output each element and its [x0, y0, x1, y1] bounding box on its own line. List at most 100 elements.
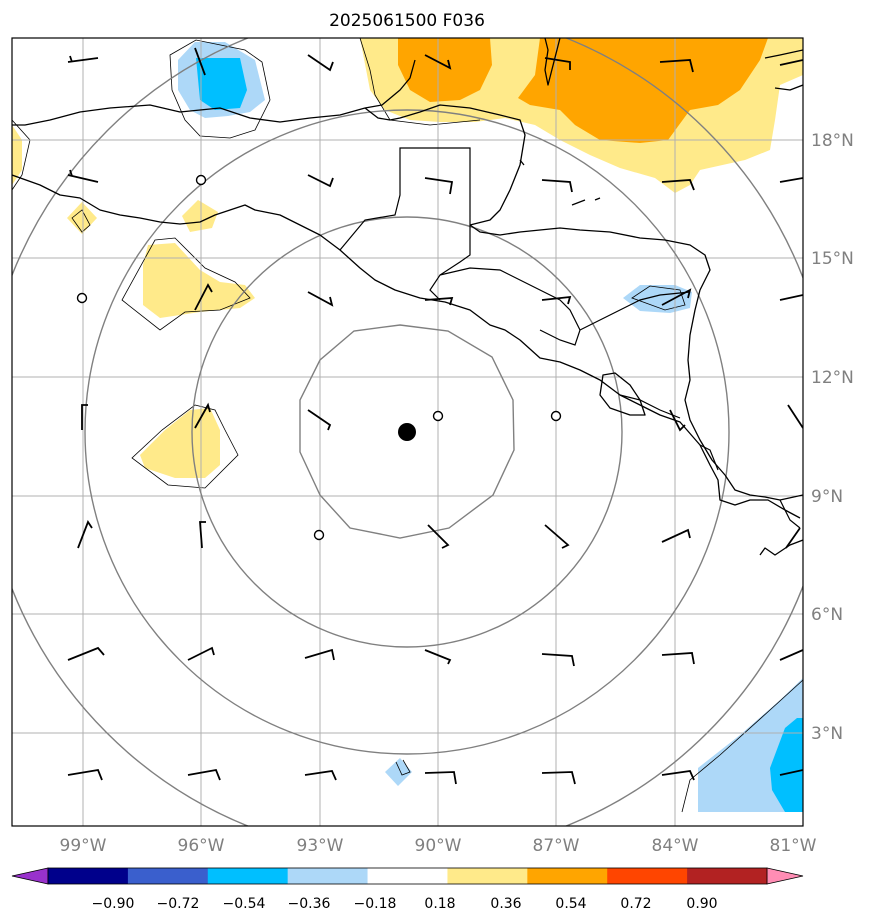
coastlines	[12, 38, 803, 556]
country-border	[619, 394, 681, 419]
lon-label: 99°W	[60, 836, 107, 856]
colorbar-extend-low	[11, 867, 49, 885]
lon-label: 93°W	[297, 836, 344, 856]
colorbar-extend-high	[766, 867, 804, 885]
country-border	[699, 444, 719, 471]
wind-barb	[661, 528, 691, 543]
colorbar-segment	[207, 868, 289, 884]
positive-anomaly-region	[67, 202, 97, 234]
wind-barb	[424, 649, 452, 665]
positive-anomaly-region	[143, 243, 255, 318]
wind-barb	[187, 768, 221, 781]
calm-markers	[76, 174, 562, 541]
wind-barb	[541, 653, 575, 667]
wind-barb	[304, 770, 337, 781]
wind-barb	[541, 179, 573, 193]
anomaly-fill	[12, 38, 803, 812]
wind-barb	[424, 771, 457, 785]
colorbar-tick-label: 0.54	[555, 896, 586, 912]
wind-barb	[81, 404, 88, 430]
country-border	[539, 291, 691, 346]
plot-title: 2025061500 F036	[329, 11, 485, 31]
colorbar-segment	[127, 868, 209, 884]
colorbar-tick-label: 0.72	[620, 896, 651, 912]
wind-barb	[67, 646, 105, 661]
wind-barb	[424, 177, 454, 195]
wind-barb	[785, 527, 801, 549]
wind-barb	[659, 59, 694, 73]
lon-label: 84°W	[652, 836, 699, 856]
colorbar-frame	[47, 867, 768, 885]
coastline	[12, 59, 416, 126]
country-borders	[339, 147, 801, 529]
wind-barb	[304, 648, 335, 661]
wind-barb	[779, 177, 803, 183]
country-border	[439, 267, 581, 331]
country-border	[429, 225, 471, 301]
wind-barb	[779, 59, 803, 66]
longitude-labels: 99°W 96°W 93°W 90°W 87°W 84°W 81°W	[60, 836, 817, 856]
storm-center-marker	[398, 423, 416, 441]
lat-label: 9°N	[811, 487, 843, 507]
coastline	[724, 474, 803, 501]
coastline	[594, 197, 601, 201]
graticule	[12, 38, 803, 826]
coastline	[599, 372, 646, 416]
colorbar-tick-label: −0.90	[92, 896, 135, 912]
colorbar-segment	[48, 868, 129, 884]
wind-barb	[67, 55, 99, 63]
lat-label: 18°N	[811, 131, 854, 151]
calm-wind-marker	[195, 174, 207, 186]
map-frame	[11, 37, 804, 827]
colorbar-tick-label: −0.54	[223, 896, 266, 912]
wind-barb	[779, 294, 803, 301]
wind-barb	[541, 295, 572, 305]
lat-label: 6°N	[811, 605, 843, 625]
colorbar-segment	[287, 868, 369, 884]
colorbar-labels: −0.90 −0.72 −0.54 −0.36 −0.18 0.18 0.36 …	[92, 896, 718, 912]
colorbar-segment	[687, 868, 768, 884]
wind-barb	[67, 768, 103, 781]
wind-barb	[661, 652, 695, 665]
wind-barb	[779, 649, 803, 661]
country-border	[779, 499, 801, 529]
coastline	[519, 159, 525, 166]
wind-barb	[779, 769, 803, 776]
coastline	[364, 104, 526, 226]
wind-barb	[307, 409, 332, 431]
lon-label: 90°W	[415, 836, 462, 856]
colorbar-segment	[447, 868, 528, 884]
range-ring	[84, 109, 730, 755]
wind-barb	[424, 297, 454, 306]
colorbar: −0.90 −0.72 −0.54 −0.36 −0.18 0.18 0.36 …	[11, 867, 804, 912]
wind-barb	[787, 404, 803, 429]
coastline	[544, 38, 561, 86]
wind-barb	[67, 169, 99, 183]
positive-anomaly-region	[140, 408, 220, 478]
wind-barbs	[67, 47, 803, 785]
wind-barb	[77, 520, 93, 549]
map-area	[12, 38, 803, 826]
colorbar-segment	[527, 868, 608, 884]
wind-barb	[661, 288, 692, 306]
colorbar-segment	[607, 868, 688, 884]
strong-positive-anomaly-region	[518, 38, 768, 143]
negative-anomaly-region	[385, 758, 412, 786]
wind-barb	[194, 47, 206, 76]
lat-label: 3°N	[811, 724, 843, 744]
colorbar-tick-label: 0.36	[490, 896, 521, 912]
strong-negative-anomaly-region	[196, 58, 247, 110]
lat-label: 12°N	[811, 368, 854, 388]
calm-wind-marker	[313, 529, 325, 541]
colorbar-segments	[48, 868, 768, 884]
range-ring	[299, 324, 515, 539]
lon-label: 87°W	[533, 836, 580, 856]
colorbar-segment	[367, 868, 448, 884]
lat-label: 15°N	[811, 249, 854, 269]
wind-barb	[427, 524, 450, 549]
latitude-labels: 18°N 15°N 12°N 9°N 6°N 3°N	[811, 131, 854, 744]
wind-barb	[661, 179, 695, 191]
country-border	[339, 147, 471, 251]
wind-barb	[307, 174, 334, 188]
